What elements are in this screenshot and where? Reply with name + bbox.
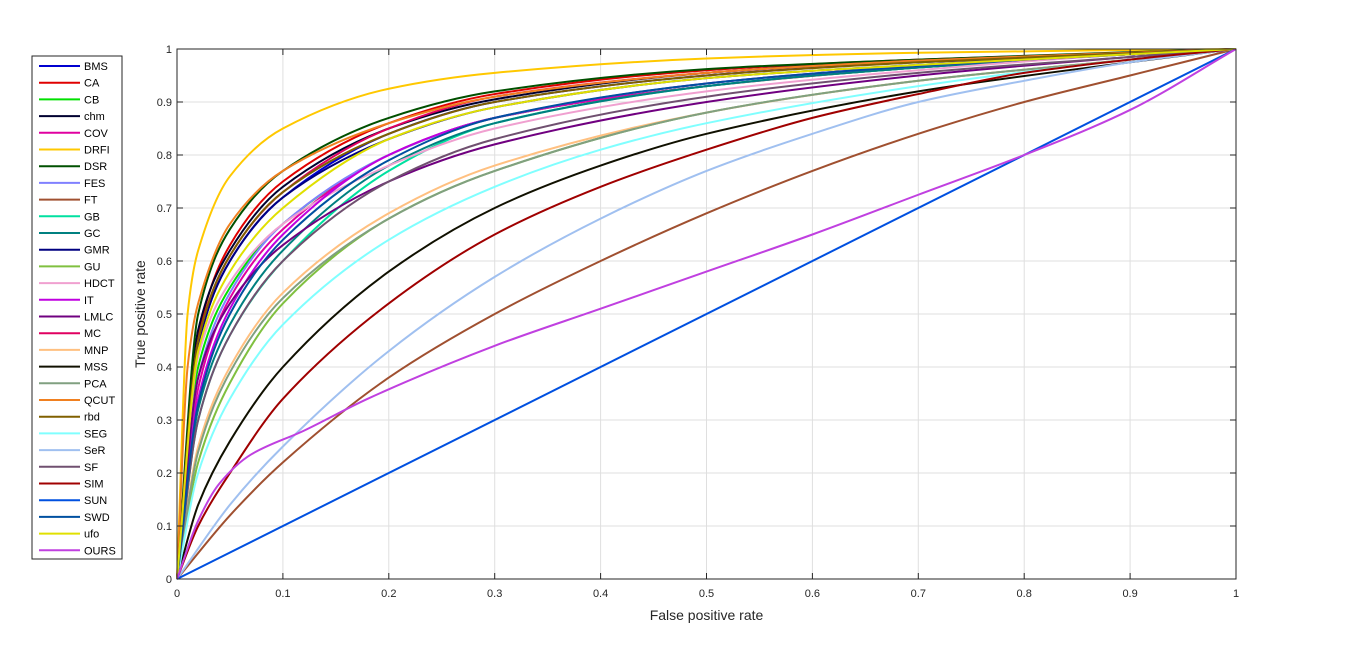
legend-label-cb: CB [84,94,99,106]
legend-label-ours: OURS [84,545,116,557]
legend-label-it: IT [84,295,94,307]
legend-label-gu: GU [84,261,101,273]
legend-box [31,55,123,560]
y-tick-label: 0.7 [157,203,172,215]
x-tick-label: 0.4 [593,588,608,600]
x-tick-label: 0.3 [487,588,502,600]
y-axis-label: True positive rate [132,260,148,368]
legend-label-ser: SeR [84,445,105,457]
legend-label-swd: SWD [84,512,110,524]
y-tick-label: 1 [166,44,172,56]
series-line-sun [176,48,1237,580]
series-line-rbd [176,48,1237,580]
legend-label-sf: SF [84,462,98,474]
legend-label-rbd: rbd [84,412,100,424]
series-line-pca [176,48,1237,580]
legend-label-mss: MSS [84,362,108,374]
legend-label-qcut: QCUT [84,395,115,407]
y-tick-label: 0.9 [157,97,172,109]
legend-label-lmlc: LMLC [84,312,113,324]
legend-label-ca: CA [84,78,100,90]
x-tick-label: 0.1 [275,588,290,600]
series-line-hdct [176,48,1237,580]
legend-label-cov: COV [84,128,109,140]
legend-label-gmr: GMR [84,245,110,257]
legend-label-hdct: HDCT [84,278,115,290]
legend-label-chm: chm [84,111,105,123]
series-line-drfi [176,48,1237,580]
legend-label-ufo: ufo [84,529,99,541]
legend-label-mc: MC [84,328,101,340]
legend: BMS CA CB chm COV DRFI DSR FES FT GB GC GMR GU HDCT IT… [31,55,123,560]
y-tick-label: 0.4 [157,362,172,374]
legend-label-ft: FT [84,195,98,207]
y-tick-label: 0.2 [157,468,172,480]
series-line-ser [176,48,1237,580]
series-line-seg [176,48,1237,580]
legend-label-fes: FES [84,178,105,190]
legend-label-pca: PCA [84,378,107,390]
series-line-lmlc [176,48,1237,580]
x-tick-label: 0 [174,588,180,600]
x-tick-label: 0.2 [381,588,396,600]
x-ticks: 0 0.1 0.2 0.3 0.4 0.5 0.6 0.7 0.8 0.9 1 [174,49,1239,600]
legend-label-gb: GB [84,211,100,223]
x-tick-label: 1 [1233,588,1239,600]
series-line-qcut [176,48,1237,580]
y-tick-label: 0.8 [157,150,172,162]
x-tick-label: 0.6 [805,588,820,600]
y-tick-label: 0.3 [157,415,172,427]
legend-label-dsr: DSR [84,161,107,173]
y-ticks: 0 0.1 0.2 0.3 0.4 0.5 0.6 0.7 0.8 0.9 1 [157,44,1236,586]
legend-label-drfi: DRFI [84,145,110,157]
legend-label-sun: SUN [84,495,107,507]
x-tick-label: 0.9 [1122,588,1137,600]
series-line-ours [176,48,1237,580]
y-tick-label: 0 [166,574,172,586]
y-tick-label: 0.6 [157,256,172,268]
legend-label-gc: GC [84,228,101,240]
x-axis-label: False positive rate [650,607,764,623]
series-line-mss [176,48,1237,580]
x-tick-label: 0.8 [1017,588,1032,600]
series-line-ft [176,48,1237,580]
legend-label-sim: SIM [84,479,104,491]
legend-label-seg: SEG [84,428,107,440]
x-tick-label: 0.5 [699,588,714,600]
series-line-sim [176,48,1237,580]
legend-items: BMS CA CB chm COV DRFI DSR FES FT GB GC GMR GU HDCT IT… [39,61,116,557]
series-group [176,48,1237,580]
y-tick-label: 0.5 [157,309,172,321]
y-tick-label: 0.1 [157,521,172,533]
x-tick-label: 0.7 [911,588,926,600]
series-line-sf [176,48,1237,580]
legend-label-bms: BMS [84,61,108,73]
series-line-ufo [176,48,1237,580]
legend-label-mnp: MNP [84,345,108,357]
